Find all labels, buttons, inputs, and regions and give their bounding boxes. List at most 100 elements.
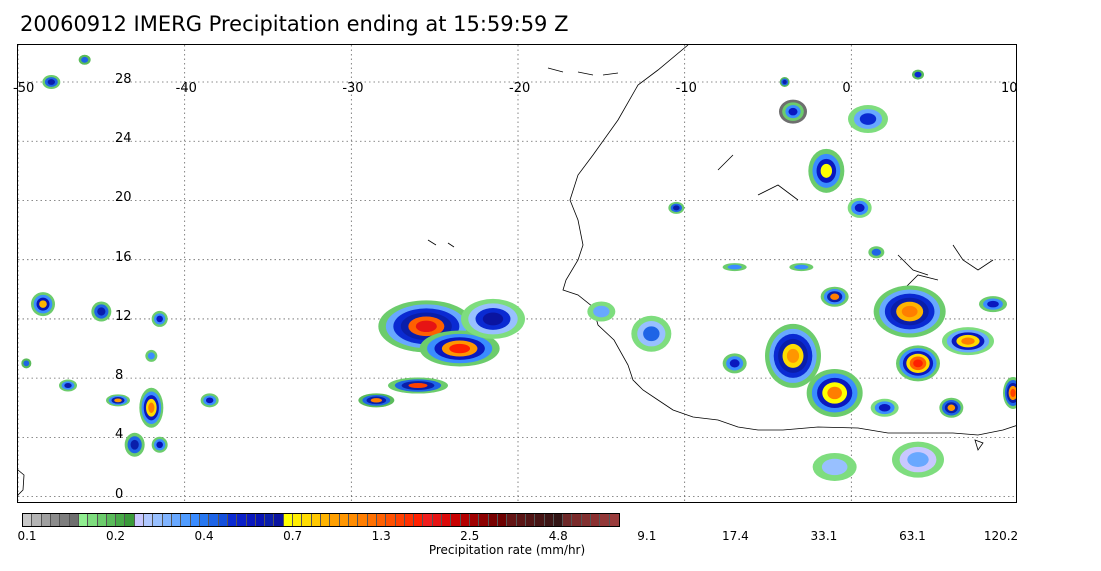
- colorbar-swatch: [311, 514, 321, 526]
- precip-cell: [727, 264, 742, 270]
- colorbar-swatch: [376, 514, 387, 526]
- colorbar-swatch: [563, 514, 573, 526]
- longitude-label: -40: [175, 81, 197, 96]
- latitude-label: 16: [115, 249, 132, 265]
- precip-cell: [673, 205, 680, 211]
- precip-cell: [449, 343, 471, 354]
- colorbar-swatch: [423, 514, 433, 526]
- longitude-label: -20: [509, 81, 531, 96]
- colorbar-swatch: [507, 514, 517, 526]
- colorbar-swatch: [116, 514, 126, 526]
- precip-cell: [786, 348, 800, 363]
- precip-cell: [408, 383, 428, 389]
- longitude-label: 10: [1001, 81, 1018, 96]
- precip-cell: [987, 300, 999, 308]
- latitude-label: 12: [115, 308, 132, 324]
- colorbar-tick-label: 0.7: [283, 529, 303, 543]
- canaries: [547, 67, 619, 76]
- colorbar-tick-label: 2.5: [460, 529, 480, 543]
- precip-cell: [156, 441, 163, 449]
- colorbar-swatch: [60, 514, 70, 526]
- colorbar-swatch: [153, 514, 163, 526]
- precip-cell: [156, 315, 163, 323]
- colorbar-swatch: [367, 514, 377, 526]
- colorbar-swatch: [41, 514, 51, 526]
- precip-cell: [913, 359, 923, 368]
- colorbar-swatch: [209, 514, 219, 526]
- colorbar-swatch: [479, 514, 489, 526]
- colorbar: [22, 513, 620, 527]
- colorbar-swatch: [162, 514, 172, 526]
- latitude-label: 28: [115, 72, 132, 88]
- precip-cell: [81, 56, 89, 63]
- bioko: [974, 439, 984, 451]
- colorbar-swatch: [395, 514, 405, 526]
- colorbar-swatch: [78, 514, 89, 526]
- colorbar-tick-label: 17.4: [722, 529, 749, 543]
- longitude-label: -30: [342, 81, 364, 96]
- colorbar-swatch: [591, 514, 601, 526]
- precip-cell: [878, 404, 891, 412]
- colorbar-swatch: [283, 514, 294, 526]
- colorbar-swatch: [32, 514, 42, 526]
- precip-cell: [782, 79, 787, 85]
- latitude-label: 0: [115, 486, 124, 502]
- precip-cell: [1010, 388, 1016, 398]
- precipitation-map[interactable]: [17, 44, 1017, 503]
- colorbar-swatch: [237, 514, 247, 526]
- colorbar-swatch: [274, 514, 284, 526]
- precip-cell: [854, 203, 865, 212]
- precip-cell: [907, 452, 929, 467]
- precip-cell: [914, 71, 922, 78]
- colorbar-swatch: [535, 514, 545, 526]
- precip-cell: [23, 360, 30, 367]
- precip-cell: [205, 397, 214, 404]
- colorbar-swatch: [144, 514, 154, 526]
- latitude-label: 4: [115, 427, 124, 443]
- precip-cell: [729, 359, 740, 368]
- precip-cell: [827, 386, 842, 400]
- precip-cell: [370, 398, 383, 403]
- colorbar-swatch: [293, 514, 303, 526]
- precip-cell: [147, 352, 155, 360]
- precip-cell: [64, 383, 72, 389]
- colorbar-swatch: [581, 514, 592, 526]
- colorbar-swatch: [125, 514, 135, 526]
- colorbar-swatch: [23, 514, 33, 526]
- precip-cell: [901, 305, 918, 318]
- colorbar-swatch: [348, 514, 359, 526]
- colorbar-tick-label: 63.1: [899, 529, 926, 543]
- colorbar-swatch: [265, 514, 275, 526]
- colorbar-swatch: [516, 514, 526, 526]
- colorbar-tick-label: 4.8: [548, 529, 568, 543]
- colorbar-swatch: [50, 514, 61, 526]
- colorbar-swatch: [497, 514, 508, 526]
- map-canvas: [18, 45, 1016, 502]
- colorbar-swatch: [181, 514, 191, 526]
- precip-cell: [830, 293, 840, 300]
- precip-cell: [593, 305, 610, 318]
- colorbar-swatch: [339, 514, 349, 526]
- colorbar-swatch: [414, 514, 424, 526]
- precip-cell: [482, 312, 504, 326]
- longitude-label: -10: [675, 81, 697, 96]
- colorbar-tick-label: 120.2: [983, 529, 1019, 543]
- colorbar-swatch: [246, 514, 256, 526]
- colorbar-swatch: [470, 514, 480, 526]
- colorbar-swatch: [404, 514, 415, 526]
- colorbar-swatch: [302, 514, 312, 526]
- precipitation-field: [21, 54, 1016, 481]
- colorbar-swatch: [544, 514, 554, 526]
- precip-cell: [148, 402, 155, 413]
- colorbar-swatch: [88, 514, 98, 526]
- precip-cell: [794, 264, 809, 270]
- precip-cell: [859, 113, 877, 125]
- cape-verde: [427, 239, 455, 248]
- colorbar-swatch: [218, 514, 228, 526]
- colorbar-tick-label: 9.1: [637, 529, 657, 543]
- colorbar-swatch: [451, 514, 461, 526]
- colorbar-tick-label: 0.4: [194, 529, 214, 543]
- colorbar-tick-label: 33.1: [810, 529, 838, 543]
- colorbar-swatch: [488, 514, 498, 526]
- colorbar-tick-label: 0.1: [17, 529, 37, 543]
